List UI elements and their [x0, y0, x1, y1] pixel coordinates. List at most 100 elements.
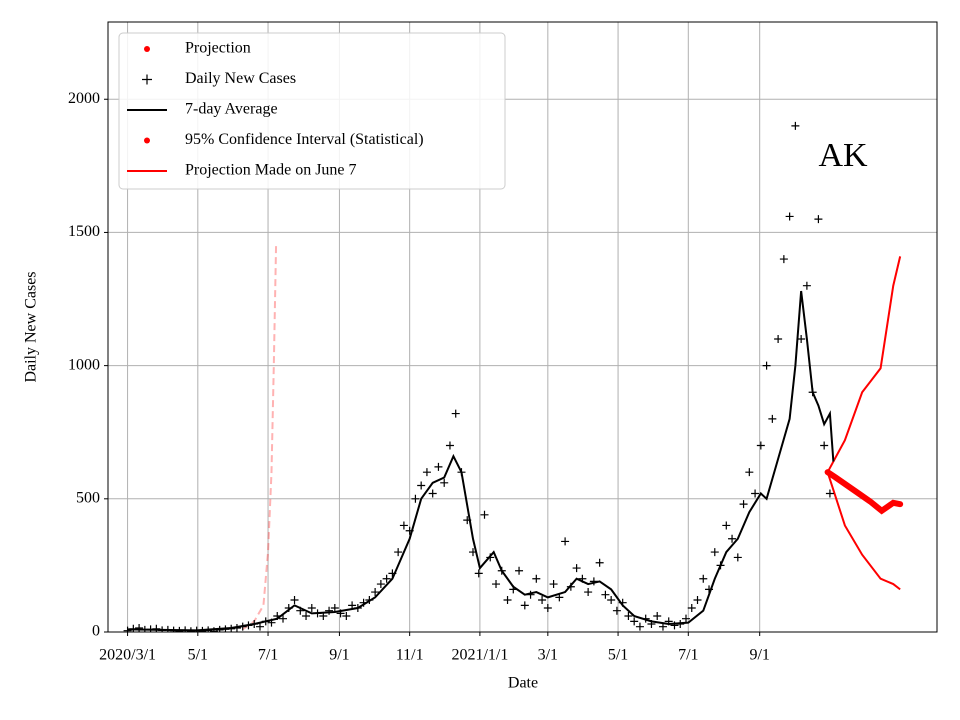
data-point: [624, 612, 633, 621]
data-point: [710, 548, 719, 557]
data-point: [825, 489, 834, 498]
data-point: [733, 553, 742, 562]
y-tick-label: 500: [76, 489, 100, 506]
data-point: [417, 481, 426, 490]
data-point: [791, 121, 800, 130]
y-tick-label: 0: [92, 623, 100, 640]
data-point: [325, 606, 334, 615]
legend-marker: [144, 46, 150, 52]
ci-line: [826, 471, 901, 591]
data-point: [342, 612, 351, 621]
data-point: [422, 468, 431, 477]
data-point: [756, 441, 765, 450]
old-projection: [242, 243, 278, 631]
x-tick-label: 7/1: [678, 647, 698, 664]
data-point: [279, 614, 288, 623]
data-point: [768, 414, 777, 423]
legend-box: [118, 32, 506, 190]
data-point: [302, 612, 311, 621]
data-point: [451, 409, 460, 418]
legend-label: Daily New Cases: [185, 70, 296, 87]
legend-label: 95% Confidence Interval (Statistical): [185, 131, 424, 148]
legend-marker: [144, 137, 150, 144]
data-point: [399, 521, 408, 530]
x-tick-label: 5/1: [608, 647, 628, 664]
data-point: [255, 622, 264, 631]
data-point: [774, 334, 783, 343]
data-point: [394, 548, 403, 557]
y-tick-label: 2000: [68, 90, 100, 107]
legend-marker: [142, 74, 152, 85]
data-point: [411, 494, 420, 503]
data-point: [572, 564, 581, 573]
data-point: [503, 596, 512, 605]
data-point: [802, 281, 811, 290]
y-axis-label: Daily New Cases: [23, 271, 40, 382]
data-point: [797, 334, 806, 343]
data-point: [382, 574, 391, 583]
data-point: [751, 489, 760, 498]
x-tick-label: 5/1: [188, 647, 208, 664]
legend-label: Projection: [185, 40, 251, 57]
x-tick-label: 2020/3/1: [99, 647, 156, 664]
data-point: [376, 580, 385, 589]
data-point: [728, 534, 737, 543]
data-point: [290, 596, 299, 605]
data-point: [440, 478, 449, 487]
data-point: [653, 612, 662, 621]
data-point: [607, 596, 616, 605]
line: [127, 290, 835, 632]
x-tick-label: 2021/1/1: [451, 647, 508, 664]
x-tick-label: 11/1: [396, 647, 424, 664]
data-point: [630, 617, 639, 626]
data-point: [745, 468, 754, 477]
data-point: [561, 537, 570, 546]
data-point: [474, 569, 483, 578]
data-point: [595, 558, 604, 567]
x-tick-label: 9/1: [749, 647, 769, 664]
data-point: [687, 604, 696, 613]
data-point: [699, 574, 708, 583]
data-point: [434, 462, 443, 471]
data-point: [612, 606, 621, 615]
data-point: [779, 255, 788, 264]
x-tick-label: 9/1: [329, 647, 349, 664]
projection-line: [824, 469, 904, 515]
data-point: [549, 580, 558, 589]
x-tick-label: 3/1: [538, 647, 558, 664]
data-point: [722, 521, 731, 530]
data-point: [693, 596, 702, 605]
data-point: [739, 500, 748, 509]
legend-label: Projection Made on June 7: [185, 162, 357, 179]
ci-line: [826, 256, 902, 473]
data-point: [307, 604, 316, 613]
data-point: [820, 441, 829, 450]
data-point: [538, 596, 547, 605]
data-point: [480, 510, 489, 519]
data-point: [330, 604, 339, 613]
data-point: [635, 622, 644, 631]
plot: [123, 121, 904, 632]
data-point: [762, 361, 771, 370]
data-point: [135, 624, 144, 632]
data-point: [785, 212, 794, 221]
annotation: AK: [818, 137, 868, 174]
x-tick-label: 7/1: [258, 647, 278, 664]
data-point: [123, 626, 132, 632]
data-point: [520, 601, 529, 610]
data-point: [814, 215, 823, 224]
y-tick-label: 1000: [68, 356, 100, 373]
data-point: [532, 574, 541, 583]
data-point: [445, 441, 454, 450]
data-point: [492, 580, 501, 589]
data-point: [428, 489, 437, 498]
y-tick-label: 1500: [68, 223, 100, 240]
legend-label: 7-day Average: [185, 101, 278, 118]
data-point: [584, 588, 593, 597]
data-point: [371, 588, 380, 597]
data-point: [543, 604, 552, 613]
data-point: [681, 614, 690, 623]
data-point: [601, 590, 610, 599]
data-point: [515, 566, 524, 575]
